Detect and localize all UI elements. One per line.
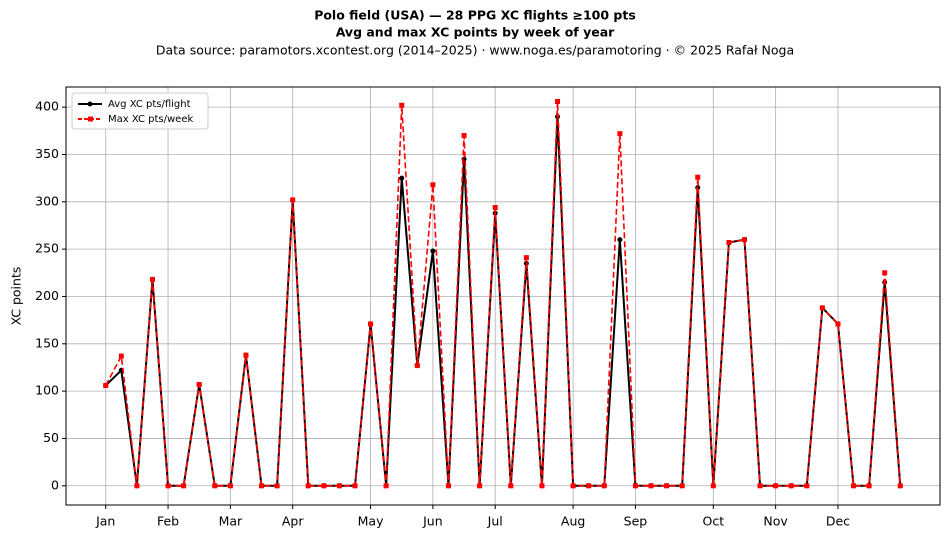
marker	[773, 483, 779, 489]
marker	[726, 240, 732, 246]
marker	[196, 382, 202, 388]
marker	[851, 483, 857, 489]
marker	[632, 483, 638, 489]
x-tick-label: Jun	[422, 514, 443, 529]
marker	[181, 483, 187, 489]
marker	[710, 483, 716, 489]
marker	[586, 483, 592, 489]
marker	[227, 483, 233, 489]
marker	[617, 237, 623, 243]
marker	[321, 483, 327, 489]
marker	[648, 483, 654, 489]
marker	[383, 483, 389, 489]
y-tick-label: 0	[51, 477, 59, 492]
y-tick-label: 200	[35, 288, 59, 303]
marker	[570, 483, 576, 489]
marker	[399, 175, 405, 181]
legend-label: Avg XC pts/flight	[108, 99, 191, 110]
marker	[445, 483, 451, 489]
legend-marker	[88, 116, 93, 122]
y-tick-label: 250	[35, 241, 59, 256]
y-tick-label: 300	[35, 193, 59, 208]
marker	[555, 98, 561, 104]
marker	[118, 353, 124, 359]
marker	[866, 483, 872, 489]
marker	[274, 483, 280, 489]
marker	[243, 352, 249, 358]
marker	[305, 483, 311, 489]
marker	[897, 483, 903, 489]
x-tick-label: Mar	[219, 514, 243, 529]
marker	[352, 483, 358, 489]
marker	[336, 483, 342, 489]
series-line	[105, 116, 902, 487]
marker	[149, 276, 155, 282]
x-tick-label: Sep	[624, 514, 648, 529]
marker	[430, 182, 436, 188]
x-tick-label: Apr	[282, 514, 304, 529]
marker	[212, 483, 218, 489]
marker	[492, 204, 498, 210]
marker	[477, 483, 483, 489]
marker	[134, 483, 140, 489]
y-tick-label: 400	[35, 99, 59, 114]
marker	[804, 483, 810, 489]
marker	[679, 483, 685, 489]
marker	[539, 483, 545, 489]
y-tick-label: 50	[43, 430, 59, 445]
marker	[664, 483, 670, 489]
y-tick-label: 350	[35, 146, 59, 161]
y-axis-label: XC points	[9, 267, 24, 326]
legend-marker	[87, 101, 93, 107]
marker	[695, 174, 701, 180]
legend-label: Max XC pts/week	[108, 114, 193, 125]
marker	[819, 305, 825, 311]
chart-subtitle: Avg and max XC points by week of year	[336, 25, 615, 40]
chart-title: Polo field (USA) — 28 PPG XC flights ≥10…	[314, 8, 636, 23]
marker	[461, 133, 467, 139]
x-tick-label: Oct	[703, 514, 725, 529]
marker	[617, 131, 623, 137]
x-tick-label: Dec	[826, 514, 850, 529]
legend-box	[71, 92, 209, 130]
x-tick-label: Feb	[157, 514, 179, 529]
x-tick-label: Jul	[487, 514, 503, 529]
series-line	[105, 101, 902, 487]
marker	[757, 483, 763, 489]
marker	[430, 248, 436, 254]
source-note: Data source: paramotors.xcontest.org (20…	[156, 43, 794, 58]
x-tick-label: Aug	[561, 514, 585, 529]
marker	[835, 321, 841, 327]
marker	[103, 382, 109, 388]
marker	[165, 483, 171, 489]
marker	[882, 270, 888, 276]
x-tick-label: Jan	[95, 514, 115, 529]
marker	[399, 102, 405, 108]
marker	[601, 483, 607, 489]
plot-frame	[65, 86, 941, 506]
marker	[523, 255, 529, 261]
x-tick-label: Nov	[763, 514, 788, 529]
marker	[741, 237, 747, 243]
marker	[508, 483, 514, 489]
x-tick-label: May	[358, 514, 384, 529]
marker	[788, 483, 794, 489]
marker	[414, 363, 420, 369]
marker	[368, 321, 374, 327]
y-tick-label: 150	[35, 335, 59, 350]
marker	[290, 197, 296, 203]
marker	[259, 483, 265, 489]
y-tick-label: 100	[35, 383, 59, 398]
